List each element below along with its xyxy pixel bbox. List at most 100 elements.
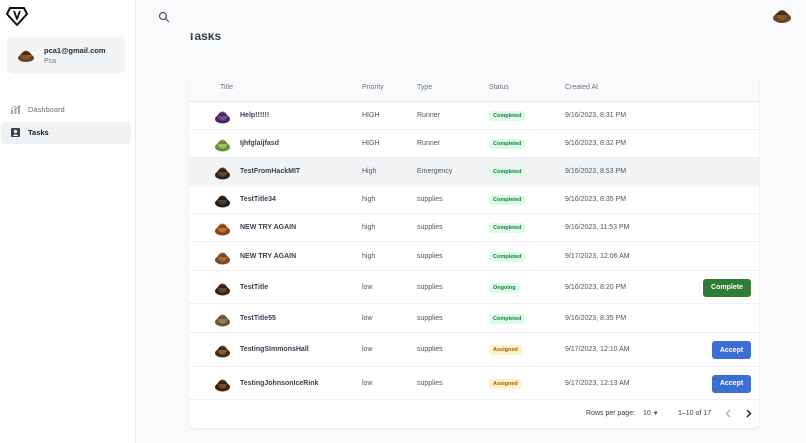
complete-button[interactable]: Complete: [703, 278, 751, 297]
account-avatar-icon[interactable]: [772, 6, 792, 24]
task-created-at: 9/16/2023, 8:35 PM: [565, 314, 627, 322]
status-badge: Completed: [489, 313, 526, 324]
column-header-priority[interactable]: Priority: [362, 84, 384, 91]
rows-per-page-select[interactable]: 10 ▼: [643, 410, 659, 417]
task-priority: High: [362, 168, 377, 175]
task-type: Runner: [417, 111, 440, 119]
accept-button[interactable]: Accept: [712, 374, 751, 393]
status-badge: Completed: [489, 195, 526, 205]
chart-icon: [10, 104, 21, 114]
caret-down-icon: ▼: [652, 411, 659, 417]
task-type: Runner: [417, 140, 440, 147]
table-row[interactable]: TestingSImmonsHall low supplies Assigned 9/1…: [189, 333, 759, 367]
task-avatar-icon: [215, 345, 230, 358]
status-badge: Assigned: [489, 378, 522, 389]
table-row[interactable]: TestTitle34 high supplies Completed 9/16/202…: [189, 186, 759, 214]
nav-item-label: Dashboard: [28, 105, 65, 114]
task-title: TestingSImmonsHall: [240, 346, 309, 353]
status-badge: Assigned: [489, 345, 522, 355]
task-title: Ijhfglaijfasd: [240, 140, 279, 147]
tasks-table: Title Priority Type Status Created At He…: [189, 73, 759, 428]
task-type: supplies: [417, 346, 443, 353]
rows-per-page-label: Rows per page:: [586, 410, 636, 417]
task-type: supplies: [417, 379, 443, 387]
pagination-range: 1–10 of 17: [678, 410, 712, 417]
task-created-at: 9/16/2023, 8:31 PM: [565, 111, 627, 119]
table-header: Title Priority Type Status Created At: [189, 73, 759, 102]
chevron-left-icon[interactable]: [724, 409, 733, 418]
nav-item-dashboard[interactable]: Dashboard: [1, 99, 131, 121]
chevron-right-icon[interactable]: [744, 409, 753, 418]
table-row[interactable]: Ijhfglaijfasd HIGH Runner Completed 9/16/202…: [189, 130, 759, 158]
app-logo-icon[interactable]: [6, 5, 28, 27]
task-title: Help!!!!!!: [240, 111, 270, 119]
task-priority: low: [362, 283, 373, 291]
task-title: TestTitle34: [240, 196, 276, 203]
task-created-at: 9/16/2023, 8:20 PM: [565, 283, 627, 291]
status-badge: Completed: [489, 251, 526, 262]
task-created-at: 9/17/2023, 12:13 AM: [565, 379, 630, 387]
task-avatar-icon: [215, 111, 230, 123]
task-created-at: 9/16/2023, 11:53 PM: [565, 224, 630, 231]
task-type: supplies: [417, 252, 443, 260]
task-type: supplies: [417, 196, 443, 203]
status-badge: Completed: [489, 167, 526, 177]
accept-button[interactable]: Accept: [712, 341, 751, 359]
table-row[interactable]: TestTitle55 low supplies Completed 9/16/2023…: [189, 304, 759, 333]
task-title: TestFromHackMIT: [240, 168, 301, 175]
task-avatar-icon: [215, 252, 230, 264]
task-avatar-icon: [215, 195, 230, 208]
task-priority: high: [362, 252, 376, 260]
task-avatar-icon: [215, 314, 230, 326]
task-created-at: 9/17/2023, 12:06 AM: [565, 252, 630, 260]
table-row[interactable]: TestFromHackMIT High Emergency Completed 9/1…: [189, 158, 759, 186]
task-created-at: 9/16/2023, 8:53 PM: [565, 168, 627, 175]
user-badge-icon: [11, 128, 20, 137]
task-title: NEW TRY AGAIN: [240, 252, 297, 260]
status-badge: Ongoing: [489, 282, 520, 293]
task-avatar-icon: [215, 379, 230, 391]
status-badge: Completed: [489, 223, 526, 233]
task-priority: HIGH: [362, 111, 380, 119]
table-row[interactable]: NEW TRY AGAIN high supplies Completed 9/17/2…: [189, 242, 759, 271]
user-name: Pca: [44, 58, 57, 65]
column-header-title[interactable]: Title: [220, 84, 233, 91]
nav-item-label: Tasks: [28, 128, 49, 137]
task-avatar-icon: [215, 167, 230, 180]
user-avatar-icon: [18, 50, 34, 62]
task-created-at: 9/17/2023, 12:10 AM: [565, 346, 630, 353]
task-type: supplies: [417, 283, 443, 291]
task-title: TestingJohnsonIceRink: [240, 379, 319, 387]
task-priority: low: [362, 346, 373, 353]
task-priority: HIGH: [362, 140, 380, 147]
search-icon[interactable]: [158, 11, 170, 23]
task-type: supplies: [417, 314, 443, 322]
task-created-at: 9/16/2023, 8:35 PM: [565, 196, 627, 203]
status-badge: Completed: [489, 110, 526, 121]
user-card[interactable]: pca1@gmail.com Pca: [7, 37, 125, 74]
task-title: TestTitle: [240, 283, 269, 291]
sidebar: pca1@gmail.com Pca Dashboard Tasks: [0, 0, 136, 443]
column-header-type[interactable]: Type: [417, 84, 433, 91]
column-header-created-at[interactable]: Created At: [565, 84, 599, 91]
task-title: NEW TRY AGAIN: [240, 224, 297, 231]
task-priority: high: [362, 196, 376, 203]
task-title: TestTitle55: [240, 314, 276, 322]
nav-item-tasks[interactable]: Tasks: [1, 122, 131, 144]
task-priority: low: [362, 314, 373, 322]
column-header-status[interactable]: Status: [489, 84, 509, 91]
table-row[interactable]: NEW TRY AGAIN high supplies Completed 9/16/2…: [189, 214, 759, 242]
task-priority: high: [362, 224, 376, 231]
task-avatar-icon: [215, 139, 230, 152]
task-avatar-icon: [215, 283, 230, 295]
task-type: Emergency: [417, 168, 453, 175]
status-badge: Completed: [489, 139, 526, 149]
task-type: supplies: [417, 224, 443, 231]
task-created-at: 9/16/2023, 8:32 PM: [565, 140, 627, 147]
page-title: Tasks: [188, 33, 222, 43]
task-avatar-icon: [215, 223, 230, 236]
table-row[interactable]: Help!!!!!! HIGH Runner Completed 9/16/2023, …: [189, 101, 759, 130]
user-email: pca1@gmail.com: [44, 46, 106, 55]
table-row[interactable]: TestingJohnsonIceRink low supplies Assigned…: [189, 367, 759, 400]
table-row[interactable]: TestTitle low supplies Ongoing 9/16/2023, 8:…: [189, 271, 759, 304]
